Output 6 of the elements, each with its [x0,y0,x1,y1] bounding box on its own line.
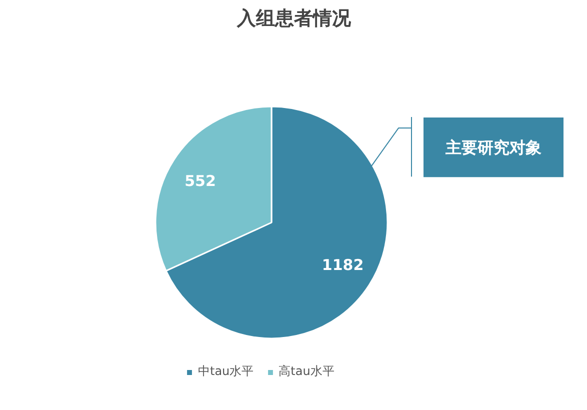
legend-label: 中tau水平 [198,363,254,380]
data-label: 1182 [322,256,364,274]
chart-title: 入组患者情况 [236,8,352,30]
legend-label: 高tau水平 [278,363,334,380]
text: 主要研究对象 [444,138,542,157]
data-label: 552 [184,172,216,190]
